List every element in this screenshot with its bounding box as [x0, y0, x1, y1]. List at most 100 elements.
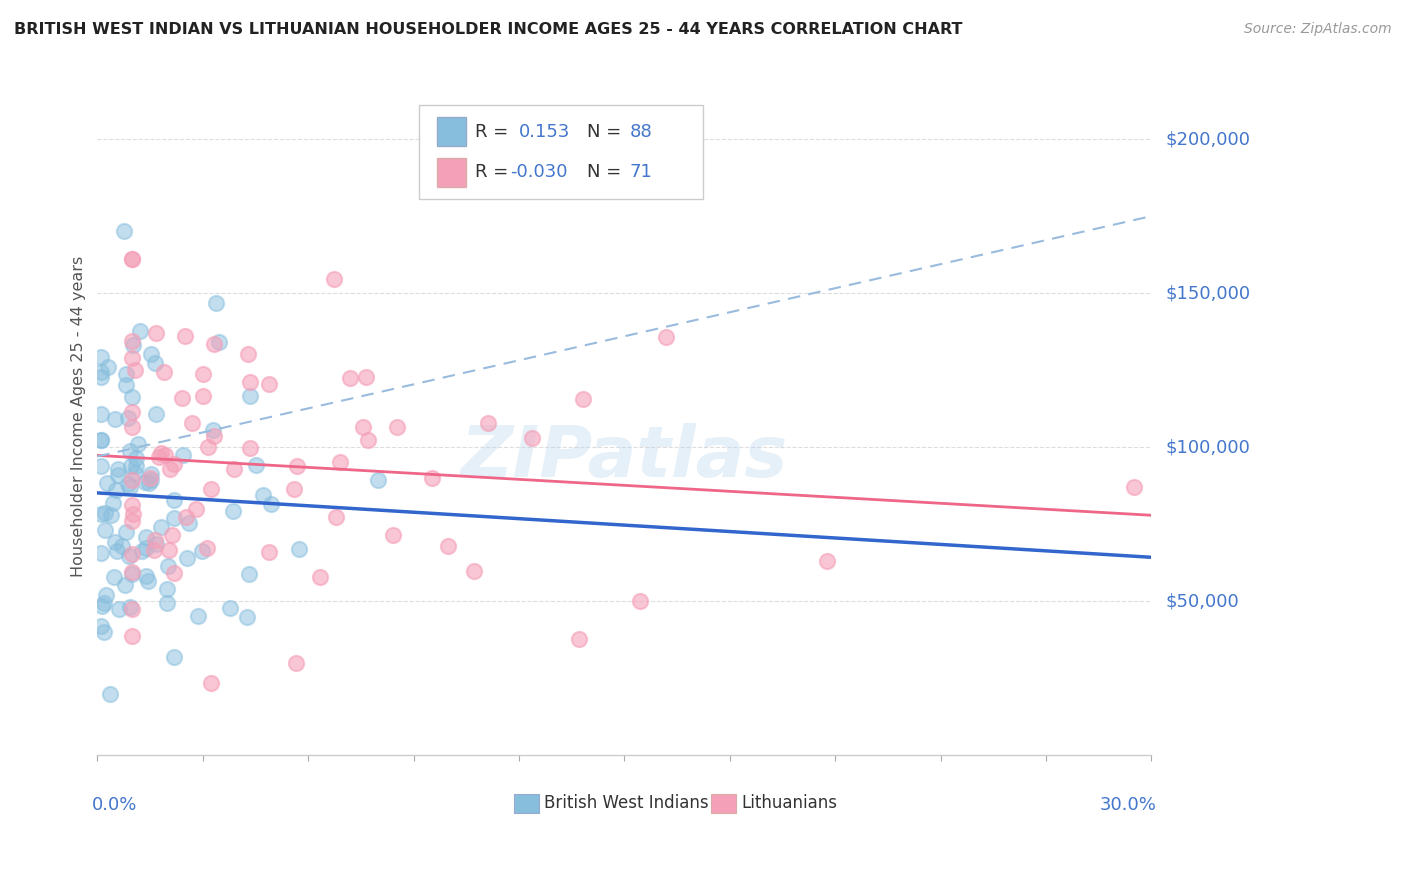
Point [96, 588, 118, 602]
FancyBboxPatch shape [437, 118, 467, 146]
Point [195, 541, 218, 555]
Point [118, 549, 141, 564]
Point [218, 601, 240, 615]
FancyBboxPatch shape [419, 104, 703, 200]
Point [156, 596, 179, 610]
Point [124, 363, 146, 377]
Point [174, 509, 197, 524]
Point [135, 530, 157, 544]
Point [145, 408, 167, 422]
Point [322, 272, 344, 286]
Point [103, 570, 125, 584]
Point [173, 329, 195, 343]
Point [367, 474, 389, 488]
Point [121, 514, 143, 528]
Point [121, 405, 143, 419]
Point [208, 334, 231, 349]
Point [107, 462, 129, 476]
Point [124, 466, 146, 480]
Point [179, 516, 201, 530]
Point [90, 507, 112, 521]
Point [115, 367, 138, 381]
Point [259, 497, 281, 511]
Text: $200,000: $200,000 [1166, 130, 1250, 148]
Point [143, 533, 166, 547]
Point [105, 544, 128, 558]
Point [139, 473, 162, 487]
Point [193, 367, 215, 381]
Point [96, 475, 118, 490]
Point [121, 473, 143, 487]
Point [121, 547, 143, 561]
Point [172, 448, 194, 462]
Point [156, 582, 179, 596]
Point [121, 334, 143, 348]
Point [193, 389, 215, 403]
Point [155, 448, 177, 462]
Point [121, 390, 143, 404]
Point [128, 324, 150, 338]
Point [385, 420, 408, 434]
Point [222, 462, 245, 476]
Point [239, 441, 262, 455]
Text: $100,000: $100,000 [1166, 438, 1250, 456]
Text: 71: 71 [630, 163, 652, 181]
Point [127, 437, 149, 451]
Point [329, 455, 352, 469]
Point [122, 337, 145, 351]
Point [121, 565, 143, 579]
Point [257, 545, 280, 559]
Text: $50,000: $50,000 [1166, 592, 1239, 610]
Point [112, 225, 135, 239]
Point [93, 624, 115, 639]
Point [121, 602, 143, 616]
Point [284, 656, 307, 670]
Point [522, 432, 544, 446]
Point [143, 356, 166, 370]
Point [141, 467, 163, 481]
Point [90, 459, 112, 474]
Point [186, 502, 208, 516]
Point [285, 458, 308, 473]
Point [100, 508, 122, 523]
Text: Source: ZipAtlas.com: Source: ZipAtlas.com [1244, 22, 1392, 37]
Point [90, 433, 112, 447]
Point [354, 369, 377, 384]
Point [114, 578, 136, 592]
Point [420, 470, 443, 484]
Point [163, 649, 186, 664]
Point [239, 375, 262, 389]
Point [104, 411, 127, 425]
Point [121, 420, 143, 434]
Point [104, 535, 127, 549]
Point [131, 544, 153, 558]
Point [111, 539, 134, 553]
Point [121, 252, 143, 267]
Point [150, 445, 173, 459]
Point [107, 468, 129, 483]
Point [1122, 480, 1144, 494]
Point [90, 619, 112, 633]
Point [153, 365, 176, 379]
Point [815, 554, 838, 568]
Point [655, 330, 678, 344]
Point [91, 599, 114, 613]
Point [222, 504, 245, 518]
Point [135, 569, 157, 583]
Point [145, 326, 167, 340]
Point [200, 676, 222, 690]
Point [120, 599, 142, 614]
Point [118, 480, 141, 494]
Point [162, 511, 184, 525]
Point [93, 596, 115, 610]
Point [202, 428, 225, 442]
Text: 30.0%: 30.0% [1099, 796, 1157, 814]
Point [170, 391, 193, 405]
Point [125, 450, 148, 465]
Point [157, 543, 180, 558]
Point [567, 632, 589, 646]
Point [90, 546, 112, 560]
Text: 88: 88 [630, 123, 652, 141]
Point [245, 458, 267, 472]
Point [145, 537, 167, 551]
